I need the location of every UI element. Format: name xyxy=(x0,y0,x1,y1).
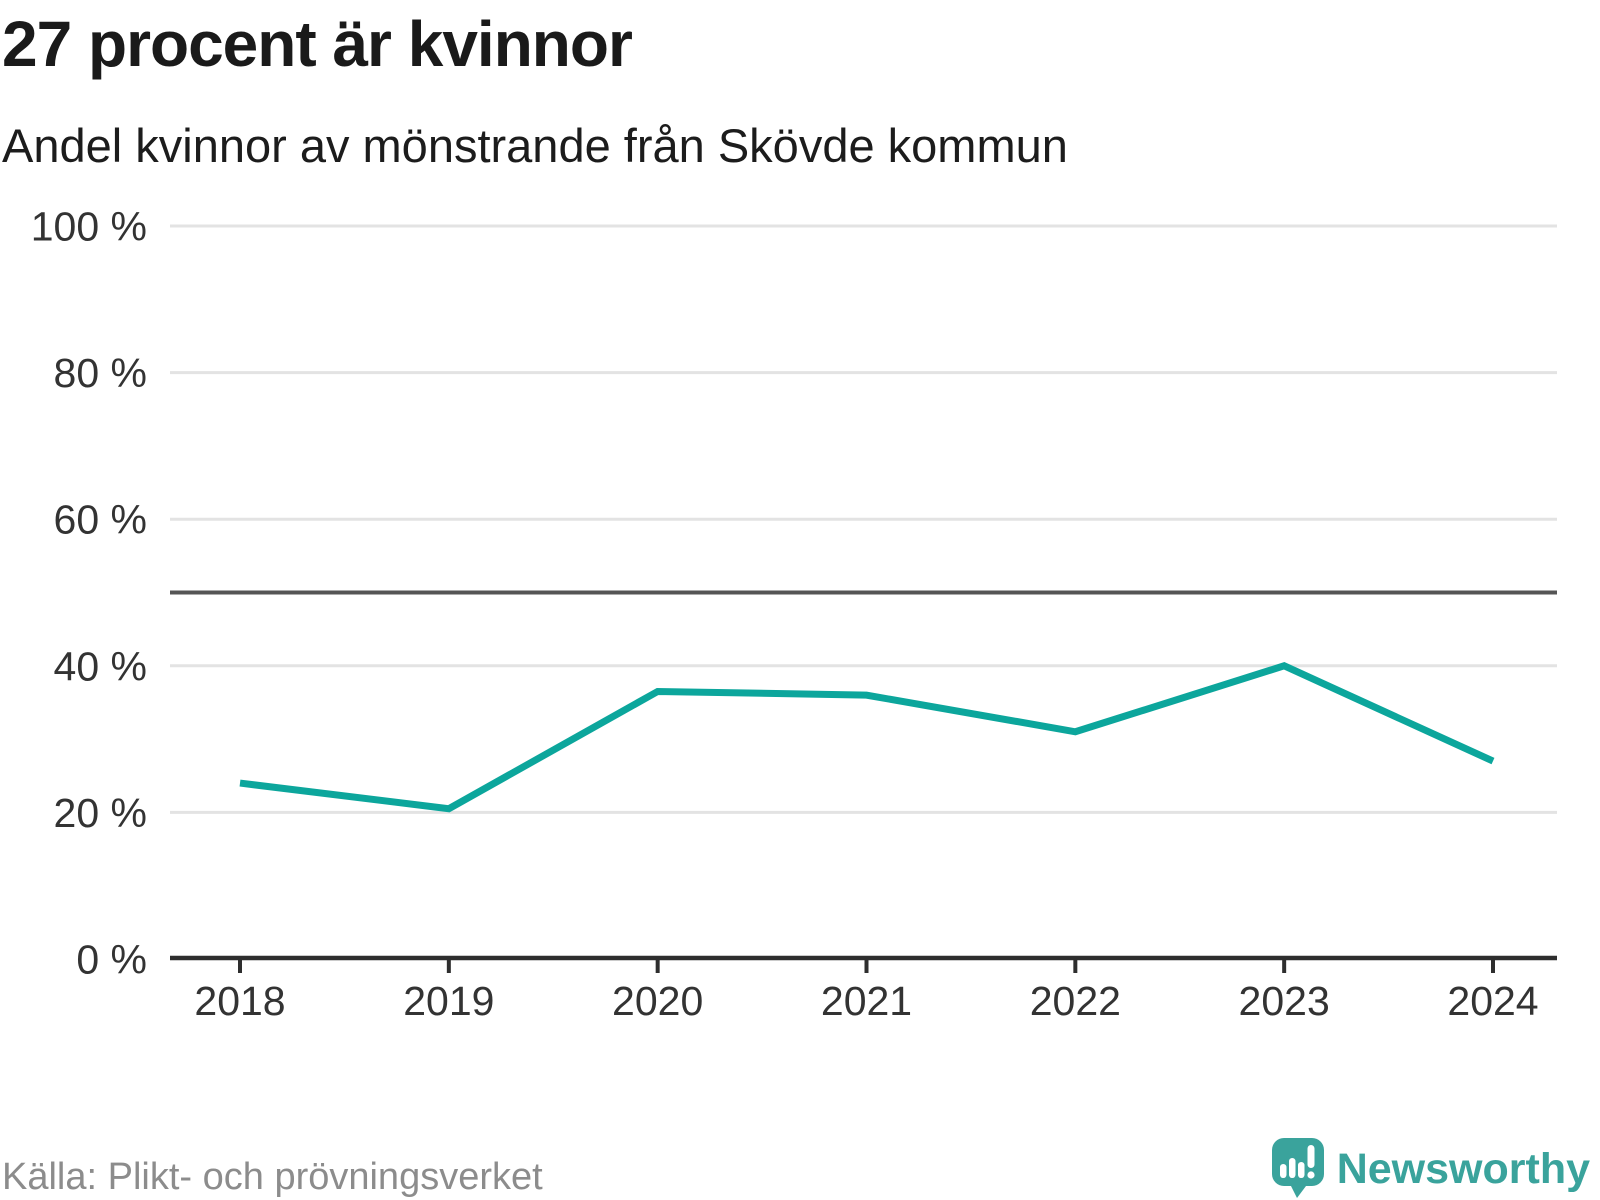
x-tick-label-2024: 2024 xyxy=(1447,978,1538,1024)
y-tick-label-80: 80 % xyxy=(54,350,147,396)
chart-subtitle: Andel kvinnor av mönstrande från Skövde … xyxy=(2,119,1068,172)
x-tick-label-2020: 2020 xyxy=(612,978,703,1024)
x-tick-label-2018: 2018 xyxy=(194,978,285,1024)
x-tick-label-2021: 2021 xyxy=(821,978,912,1024)
data-line-andel-kvinnor xyxy=(239,662,1495,813)
chart-title: 27 procent är kvinnor xyxy=(2,8,633,80)
x-tick-label-2019: 2019 xyxy=(403,978,494,1024)
y-tick-label-100: 100 % xyxy=(31,204,147,250)
newsworthy-logo: Newsworthy xyxy=(1271,1138,1590,1198)
y-tick-label-0: 0 % xyxy=(76,937,147,983)
y-tick-label-20: 20 % xyxy=(54,790,147,836)
y-tick-label-60: 60 % xyxy=(54,497,147,543)
x-tick-label-2023: 2023 xyxy=(1239,978,1330,1024)
source-caption: Källa: Plikt- och prövningsverket xyxy=(2,1156,543,1198)
logo-bar-chart-glyph xyxy=(1279,1145,1315,1179)
x-tick-label-2022: 2022 xyxy=(1030,978,1121,1024)
newsworthy-logo-text: Newsworthy xyxy=(1336,1145,1590,1193)
newsworthy-logo-icon xyxy=(1271,1138,1324,1198)
y-tick-label-40: 40 % xyxy=(54,643,147,689)
